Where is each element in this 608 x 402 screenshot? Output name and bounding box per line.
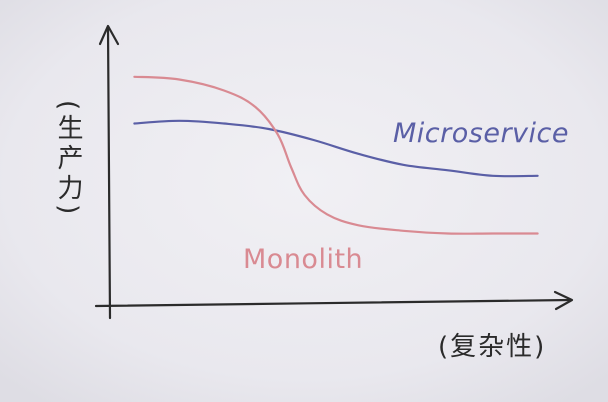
series-line-monolith	[133, 75, 539, 235]
x-axis-label: (复杂性)	[438, 332, 546, 362]
y-axis-arrowhead	[98, 24, 120, 46]
x-axis-arrowhead	[553, 290, 574, 311]
y-axis-label: (生产力)	[53, 100, 83, 218]
series-label-microservice: Microservice	[393, 118, 569, 149]
series-label-monolith: Monolith	[243, 244, 363, 275]
axes	[94, 24, 574, 320]
series-line-microservice	[133, 119, 539, 178]
y-axis	[106, 26, 112, 320]
x-axis	[94, 298, 572, 308]
